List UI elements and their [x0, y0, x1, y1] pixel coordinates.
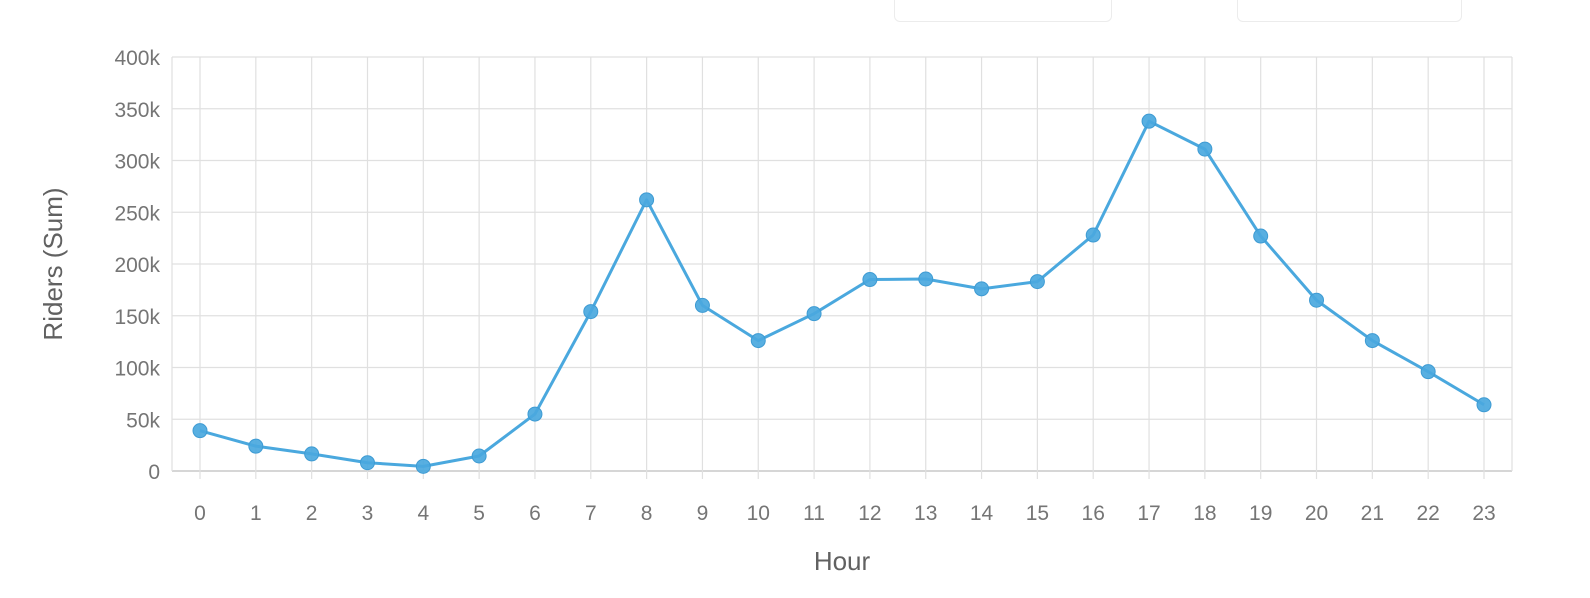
- data-point[interactable]: [1365, 334, 1379, 348]
- x-tick-label: 14: [970, 502, 994, 525]
- x-tick-label: 19: [1249, 502, 1272, 525]
- data-point[interactable]: [193, 424, 207, 438]
- y-tick-label: 0: [148, 461, 160, 484]
- toolbar-control-left[interactable]: [894, 0, 1112, 22]
- x-tick-label: 17: [1137, 502, 1160, 525]
- x-tick-label: 13: [914, 502, 937, 525]
- y-tick-label: 400k: [114, 47, 160, 70]
- data-point[interactable]: [919, 272, 933, 286]
- data-point[interactable]: [360, 456, 374, 470]
- x-tick-label: 11: [803, 502, 825, 525]
- y-tick-label: 300k: [114, 151, 160, 174]
- x-tick-label: 22: [1416, 502, 1439, 525]
- x-tick-label: 15: [1026, 502, 1049, 525]
- y-tick-label: 250k: [114, 202, 160, 225]
- x-axis-title: Hour: [814, 546, 871, 576]
- x-tick-label: 23: [1472, 502, 1495, 525]
- data-point[interactable]: [695, 298, 709, 312]
- y-tick-label: 150k: [114, 306, 160, 329]
- data-point[interactable]: [975, 282, 989, 296]
- data-point[interactable]: [640, 193, 654, 207]
- x-tick-label: 8: [641, 502, 653, 525]
- y-tick-label: 100k: [114, 358, 160, 381]
- data-point[interactable]: [416, 459, 430, 473]
- data-point[interactable]: [1198, 142, 1212, 156]
- data-point[interactable]: [528, 407, 542, 421]
- data-point[interactable]: [305, 447, 319, 461]
- series-line: [200, 121, 1484, 466]
- y-axis: 0 50k 100k 150k 200k 250k 300k 350k 400k: [114, 47, 160, 484]
- data-point[interactable]: [1142, 114, 1156, 128]
- x-tick-label: 5: [473, 502, 485, 525]
- grid-layer: [172, 57, 1512, 479]
- x-tick-label: 21: [1361, 502, 1384, 525]
- x-tick-label: 7: [585, 502, 597, 525]
- data-point[interactable]: [249, 439, 263, 453]
- x-tick-label: 10: [747, 502, 770, 525]
- x-tick-label: 9: [697, 502, 709, 525]
- x-tick-label: 1: [250, 502, 262, 525]
- data-point[interactable]: [807, 307, 821, 321]
- x-tick-label: 4: [417, 502, 429, 525]
- data-point[interactable]: [751, 334, 765, 348]
- data-point[interactable]: [472, 449, 486, 463]
- data-point[interactable]: [1421, 365, 1435, 379]
- data-point[interactable]: [863, 273, 877, 287]
- x-tick-label: 16: [1082, 502, 1105, 525]
- toolbar-control-right[interactable]: [1237, 0, 1462, 22]
- data-point[interactable]: [1477, 398, 1491, 412]
- y-tick-label: 50k: [126, 409, 160, 432]
- y-tick-label: 200k: [114, 254, 160, 277]
- y-axis-title: Riders (Sum): [38, 187, 68, 340]
- data-point[interactable]: [1310, 293, 1324, 307]
- data-point[interactable]: [584, 305, 598, 319]
- y-tick-label: 350k: [114, 99, 160, 122]
- data-point[interactable]: [1254, 229, 1268, 243]
- x-tick-label: 18: [1193, 502, 1216, 525]
- x-tick-label: 12: [858, 502, 881, 525]
- x-tick-label: 3: [362, 502, 374, 525]
- x-tick-label: 2: [306, 502, 318, 525]
- data-point[interactable]: [1086, 228, 1100, 242]
- x-tick-label: 0: [194, 502, 206, 525]
- x-tick-label: 20: [1305, 502, 1328, 525]
- x-axis: 0 1 2 3 4 5 6 7 8 9 10 11 12 13 14 15 16 17 18 19 20 21 22 23: [194, 502, 1496, 525]
- data-point[interactable]: [1030, 275, 1044, 289]
- x-tick-label: 6: [529, 502, 541, 525]
